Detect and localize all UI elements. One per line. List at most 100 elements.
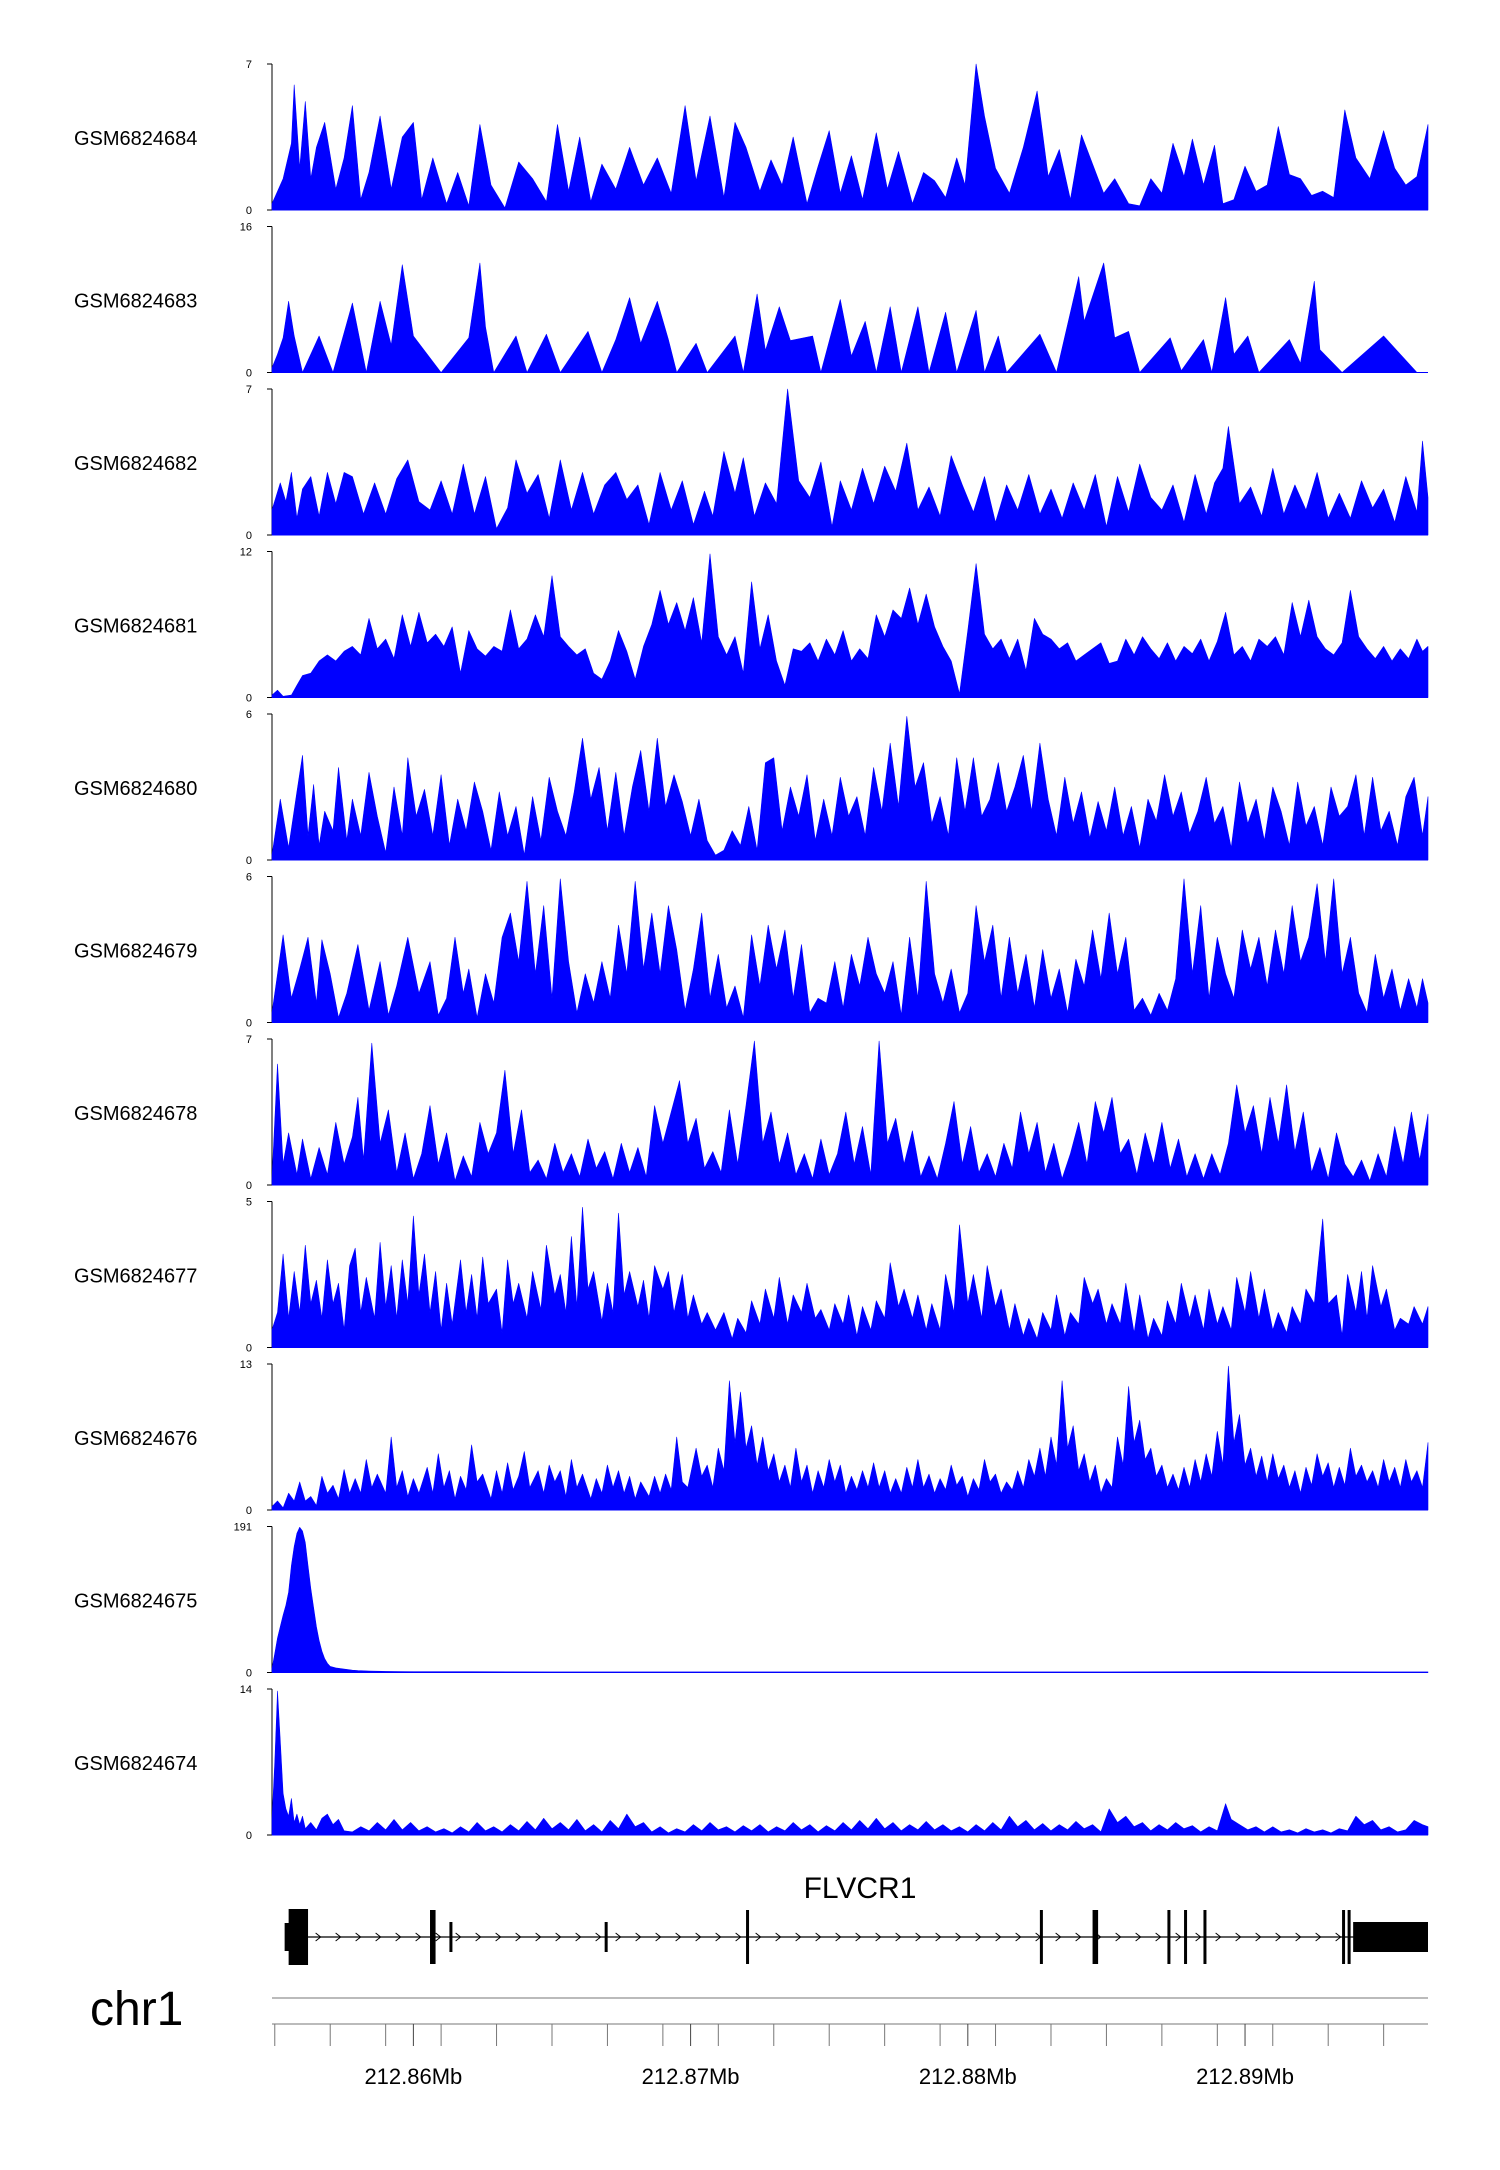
strand-arrow [715,1932,722,1942]
exon [1167,1910,1171,1964]
track-label: GSM6824684 [74,128,197,150]
y-tick-label-min: 0 [246,205,252,217]
strand-arrow [935,1932,942,1942]
strand-arrow [495,1932,502,1942]
track-label: GSM6824682 [74,453,197,475]
y-tick-label-min: 0 [246,855,252,867]
track-GSM6824679: GSM6824679 6 0 [74,872,1429,1030]
strand-arrow [975,1932,982,1942]
strand-arrow [455,1932,462,1942]
strand-arrow [755,1932,762,1942]
strand-arrow [315,1932,322,1942]
track-label: GSM6824679 [74,941,197,963]
exon [1092,1910,1099,1964]
y-tick-label-max: 13 [240,1359,252,1371]
track-label: GSM6824677 [74,1266,197,1288]
y-tick-label-max: 14 [240,1684,252,1696]
track-label: GSM6824675 [74,1591,197,1613]
x-tick-label: 212.88Mb [919,2064,1017,2089]
strand-arrow [415,1932,422,1942]
strand-arrow [1315,1932,1322,1942]
track-GSM6824675: GSM6824675 191 0 [74,1522,1429,1680]
track-GSM6824684: GSM6824684 7 0 [74,59,1429,217]
strand-arrow [615,1932,622,1942]
track-GSM6824674: GSM6824674 14 0 [74,1684,1429,1842]
track-label: GSM6824680 [74,778,197,800]
track-label: GSM6824678 [74,1103,197,1125]
strand-arrow [855,1932,862,1942]
track-GSM6824681: GSM6824681 12 0 [74,547,1429,705]
coverage-area [271,878,1429,1023]
exon-utr [284,1923,291,1951]
strand-arrow [1335,1932,1342,1942]
coverage-tracks: GSM682468470GSM6824683160GSM682468270GSM… [74,59,1429,1842]
coverage-area [271,1040,1429,1186]
exon [1203,1910,1207,1964]
y-tick-label-min: 0 [246,1505,252,1517]
strand-arrow [735,1932,742,1942]
strand-arrow [355,1932,362,1942]
y-tick-label-max: 7 [246,1034,252,1046]
coverage-area [271,262,1418,373]
y-tick-label-min: 0 [246,1343,252,1355]
strand-arrow [1195,1932,1202,1942]
strand-arrow [795,1932,802,1942]
exon [1184,1910,1188,1964]
strand-arrow [375,1932,382,1942]
track-GSM6824677: GSM6824677 5 0 [74,1197,1429,1355]
strand-arrow [1015,1932,1022,1942]
track-GSM6824680: GSM6824680 6 0 [74,709,1429,867]
strand-arrow [655,1932,662,1942]
track-label: GSM6824681 [74,616,197,638]
strand-arrow [635,1932,642,1942]
coverage-area [271,63,1429,211]
exon [449,1922,453,1952]
strand-arrow [1155,1932,1162,1942]
y-tick-label-max: 6 [246,872,252,884]
strand-arrow [395,1932,402,1942]
strand-arrow [555,1932,562,1942]
strand-arrow [515,1932,522,1942]
track-label: GSM6824674 [74,1753,197,1775]
strand-arrow [335,1932,342,1942]
y-tick-label-max: 12 [240,547,252,559]
x-tick-label: 212.86Mb [364,2064,462,2089]
strand-arrow [1075,1932,1082,1942]
strand-arrow [775,1932,782,1942]
x-tick-label: 212.89Mb [1196,2064,1294,2089]
strand-arrow [475,1932,482,1942]
strand-arrow [875,1932,882,1942]
y-tick-label-min: 0 [246,1830,252,1842]
y-tick-label-min: 0 [246,530,252,542]
track-GSM6824683: GSM6824683 16 0 [74,222,1428,380]
coverage-area [271,1690,1429,1836]
coverage-area [271,716,1429,861]
strand-arrow [1295,1932,1302,1942]
gene-name-label: FLVCR1 [804,1872,917,1905]
strand-arrow [955,1932,962,1942]
coverage-area [271,1365,1429,1511]
exon [1039,1910,1043,1964]
track-label: GSM6824683 [74,291,197,313]
coverage-area [271,1207,1429,1348]
y-tick-label-max: 7 [246,384,252,396]
y-tick-label-max: 6 [246,709,252,721]
exon [1342,1910,1346,1964]
strand-arrow [815,1932,822,1942]
strand-arrow [895,1932,902,1942]
coverage-area [271,1527,1429,1673]
strand-arrow [535,1932,542,1942]
chromosome-label: chr1 [90,1983,183,2036]
y-tick-label-min: 0 [246,368,252,380]
track-GSM6824678: GSM6824678 7 0 [74,1034,1429,1192]
strand-arrow [835,1932,842,1942]
strand-arrow [695,1932,702,1942]
strand-arrow [1235,1932,1242,1942]
exon [746,1910,750,1964]
exon [430,1910,436,1964]
exon [1353,1922,1428,1952]
y-tick-label-max: 5 [246,1197,252,1209]
strand-arrow [995,1932,1002,1942]
y-tick-label-max: 16 [240,222,252,234]
